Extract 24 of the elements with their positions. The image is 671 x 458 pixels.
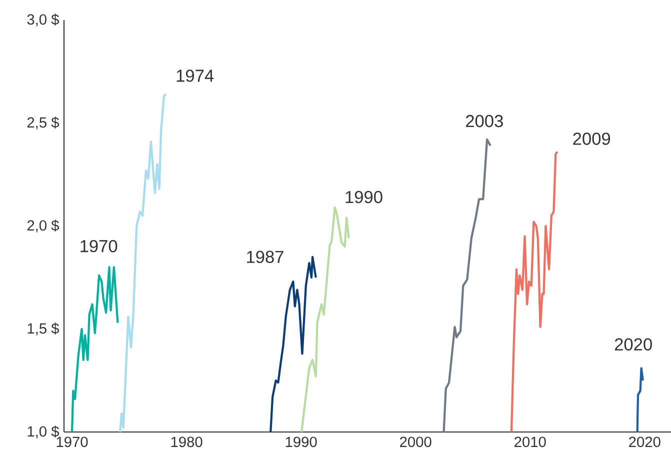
y-tick-label: 1,0 $ [28,426,60,438]
line-series [510,150,558,434]
series-label: 1970 [80,240,118,252]
x-tick-label: 2020 [629,436,660,448]
y-tick-label: 1,5 $ [28,322,60,336]
x-tick-label: 1990 [286,436,317,448]
series-label: 1987 [247,250,284,264]
y-tick-label: 2,5 $ [27,116,60,130]
y-tick-label: 2,0 $ [27,220,60,232]
series-label: 1990 [346,190,382,204]
line-series [70,266,119,434]
series-label: 2020 [614,338,652,351]
series-label: 2009 [573,132,610,145]
line-series [442,138,492,434]
series-label: 2003 [466,114,503,128]
x-tick-label: 1970 [56,436,88,448]
x-tick-label: 1980 [171,436,202,448]
x-tick-label: 2010 [514,436,546,448]
x-tick-label: 2000 [400,436,432,448]
line-series [300,206,350,434]
y-tick-label: 3,0 $ [27,14,60,26]
line-series [636,367,644,434]
series-label: 1974 [176,70,214,82]
line-series [118,93,167,434]
